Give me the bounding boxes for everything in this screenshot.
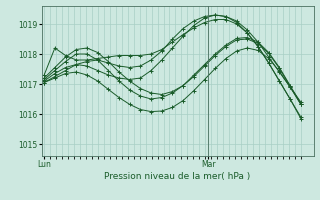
X-axis label: Pression niveau de la mer( hPa ): Pression niveau de la mer( hPa ) <box>104 172 251 181</box>
